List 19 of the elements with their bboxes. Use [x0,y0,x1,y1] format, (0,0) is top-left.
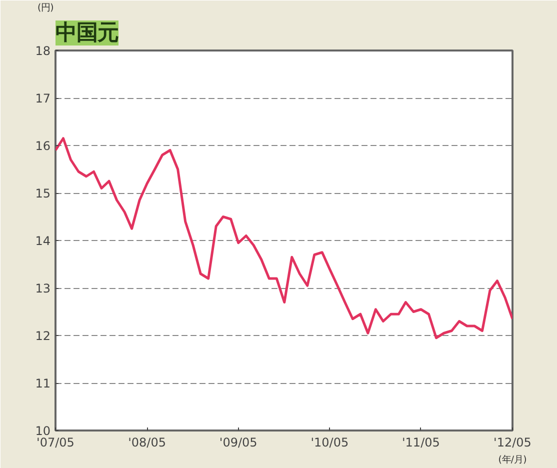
y-tick-label: 11 [35,376,51,390]
line-series [56,137,512,340]
y-tick-label: 14 [35,234,51,248]
x-tick-label: '11/05 [402,436,440,450]
y-axis-title: (円) [38,2,54,14]
x-tick-label: '07/05 [36,436,74,450]
x-tick-label: '10/05 [310,436,349,450]
x-tick-label: '12/05 [494,436,532,450]
x-axis-title: (年/月) [498,454,527,466]
y-tick-label: 10 [35,424,51,438]
y-tick-label: 18 [35,44,51,58]
y-tick-label: 16 [35,139,51,153]
chart-title: 中国元 [56,20,118,46]
y-tick-label: 17 [35,92,51,106]
y-tick-label: 12 [35,329,51,343]
y-tick-label: 15 [35,186,51,200]
x-tick-label: '09/05 [219,436,258,450]
y-tick-label: 13 [35,282,51,296]
x-tick-label: '08/05 [128,436,166,450]
